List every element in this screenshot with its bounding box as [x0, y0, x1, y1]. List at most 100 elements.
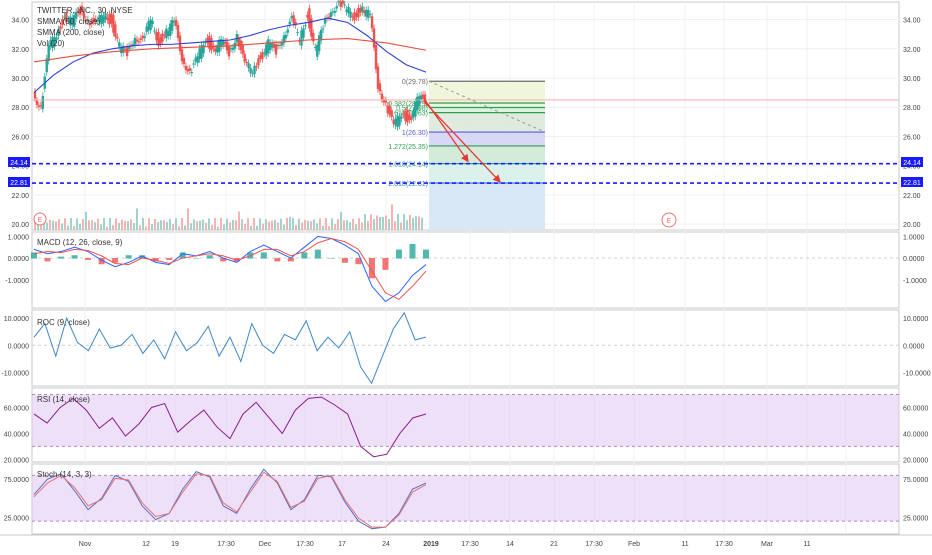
candle-body	[392, 119, 395, 124]
candle-body	[169, 23, 172, 36]
candle-body	[419, 95, 423, 100]
candle-body	[141, 35, 144, 39]
candle-body	[45, 58, 48, 73]
macd-scale-tick: 1.0000	[903, 234, 925, 241]
price-scale-tick-left: 22.00	[11, 193, 29, 200]
candle-body	[106, 17, 109, 21]
candle-body	[284, 34, 288, 39]
candle-body	[192, 63, 195, 65]
price-scale-tick-left: 28.00	[11, 105, 29, 112]
candle-body	[276, 44, 280, 46]
fib-label: 1.618(24.14)	[388, 162, 428, 169]
price-scale[interactable]: 1.0000 1.0000 0.0000 0.0000 -1.0000 -1.0000 10…	[1, 18, 930, 523]
volume-legend[interactable]: Vol (20)	[37, 39, 65, 48]
macd-pane[interactable]	[31, 235, 899, 303]
volume-bar	[103, 218, 105, 230]
volume-bar	[370, 214, 372, 230]
candle-body	[251, 73, 254, 75]
volume-bar	[184, 225, 186, 230]
level-badges-right: 24.14 22.81	[901, 157, 923, 187]
rsi-pane[interactable]	[32, 393, 899, 458]
candle-body	[96, 20, 99, 22]
candle-body	[306, 14, 309, 18]
volume-bar	[391, 204, 393, 230]
macd-histogram-bar	[382, 258, 389, 270]
volume-bar	[166, 221, 168, 230]
volume-bar	[190, 223, 192, 230]
macd-legend[interactable]: MACD (12, 26, close, 9)	[37, 238, 123, 247]
candle-body	[323, 18, 327, 24]
volume-bar	[145, 226, 147, 230]
candle-body	[53, 37, 56, 47]
candle-body	[108, 14, 111, 25]
volume-bar	[364, 214, 366, 230]
candle-body	[167, 30, 170, 36]
fib-label: 1(26.30)	[402, 130, 428, 137]
horizontal-levels[interactable]	[32, 162, 899, 184]
candle-body	[37, 105, 41, 107]
time-tick: 24	[382, 541, 390, 548]
candle-body	[302, 28, 305, 38]
volume-bar	[226, 218, 228, 230]
time-scale[interactable]: Nov 12 19 17:30 Dec 17:30 17 24 2019 17:30 14 21 17:…	[79, 541, 811, 548]
candle-body	[335, 6, 339, 9]
price-scale-tick: 34.00	[903, 18, 921, 25]
volume-bar	[313, 219, 315, 230]
candle-body	[98, 15, 101, 22]
volume-bar	[268, 221, 270, 230]
symbol-label[interactable]: TWITTER, INC., 30, NYSE	[37, 6, 133, 15]
candle-body	[396, 115, 399, 128]
main-legend[interactable]: TWITTER, INC., 30, NYSE SMMA (50, close)…	[37, 6, 133, 48]
candle-body	[116, 36, 119, 39]
roc-legend[interactable]: ROC (9, close)	[37, 318, 90, 327]
macd-histogram-bar	[85, 258, 92, 260]
volume-bar	[229, 222, 231, 230]
candle-body	[349, 11, 352, 18]
candle-body	[188, 68, 192, 71]
fib-zone	[429, 102, 545, 108]
candle-body	[270, 42, 274, 48]
volume-bar	[34, 217, 36, 230]
candle-body	[153, 30, 156, 32]
volume-bar	[301, 222, 303, 230]
stoch-legend[interactable]: Stoch (14, 3, 3)	[37, 470, 92, 479]
level-badge-1-right-text: 24.14	[903, 160, 921, 167]
projection-arrows[interactable]	[423, 98, 501, 183]
smma50-legend[interactable]: SMMA (50, close)	[37, 17, 100, 26]
rsi-legend[interactable]: RSI (14, close)	[37, 395, 90, 404]
fib-label: 2.618(22.81)	[388, 181, 428, 188]
candle-body	[253, 65, 256, 75]
candle-body	[94, 19, 97, 22]
earnings-marker-1[interactable]: E	[33, 212, 47, 226]
earnings-marker-2[interactable]: E	[661, 212, 677, 228]
volume-bar	[277, 222, 279, 230]
macd-histogram-bar	[98, 258, 105, 265]
volume-bar	[82, 219, 84, 230]
candle-body	[255, 66, 258, 68]
smma200-legend[interactable]: SMMA (200, close)	[37, 28, 105, 37]
candle-body	[63, 16, 66, 18]
macd-histogram-bar	[314, 249, 321, 259]
candle-body	[74, 11, 78, 19]
macd-macd-line	[33, 235, 427, 303]
volume-bar	[385, 215, 387, 230]
fib-zone	[429, 145, 545, 164]
fib-zone	[429, 107, 545, 113]
volume-bar	[310, 221, 312, 230]
stoch-pane[interactable]	[32, 468, 899, 530]
candle-body	[312, 32, 315, 42]
volume-bar	[418, 216, 420, 230]
candle-body	[272, 44, 276, 48]
candle-body	[214, 48, 217, 52]
macd-histogram-bar	[301, 252, 308, 259]
candle-body	[400, 116, 403, 119]
volume-bar	[319, 218, 321, 230]
roc-pane[interactable]	[32, 311, 899, 385]
volume-bar	[127, 221, 129, 230]
level-badge-1-right	[901, 157, 923, 167]
fibonacci-extension[interactable]: 0(29.78)0.382(28.29)0.5(27.98)0.618(27.6…	[388, 79, 546, 230]
volume-bar	[151, 224, 153, 230]
macd-scale-tick: -1.0000	[903, 278, 927, 285]
